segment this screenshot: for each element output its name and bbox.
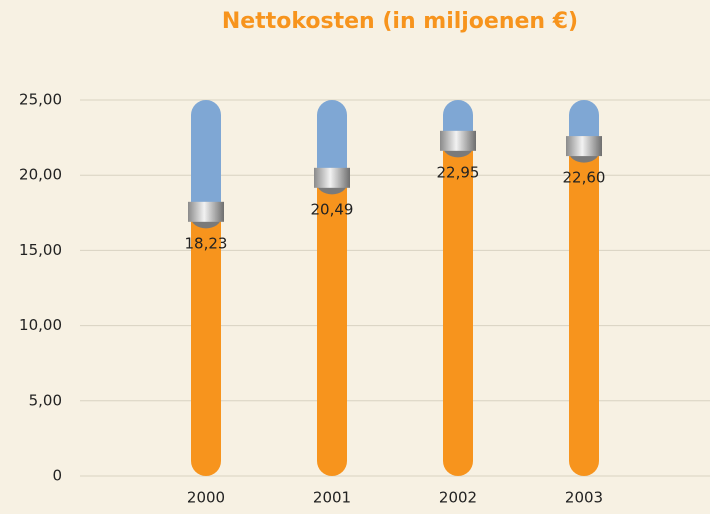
collar [566, 136, 602, 157]
bar [191, 201, 221, 476]
bar-track [191, 100, 221, 217]
x-tick-label: 2000 [187, 489, 225, 507]
bar-track [317, 100, 347, 183]
collar [440, 130, 476, 151]
x-tick-label: 2003 [565, 489, 603, 507]
value-label: 22,60 [563, 169, 606, 187]
y-tick-label: 10,00 [19, 316, 62, 334]
bar [443, 130, 473, 476]
chart-title: Nettokosten (in miljoenen €) [222, 9, 578, 34]
x-tick-label: 2001 [313, 489, 351, 507]
value-label: 20,49 [311, 200, 354, 218]
y-tick-label: 0 [52, 467, 62, 485]
bar [569, 136, 599, 476]
bar [317, 167, 347, 477]
y-tick-label: 5,00 [29, 391, 62, 409]
value-label: 22,95 [437, 163, 480, 181]
x-tick-label: 2002 [439, 489, 477, 507]
collar [314, 167, 350, 188]
y-tick-label: 25,00 [19, 91, 62, 109]
y-tick-label: 20,00 [19, 166, 62, 184]
y-tick-label: 15,00 [19, 241, 62, 259]
collar [188, 201, 224, 222]
value-label: 18,23 [185, 234, 228, 252]
